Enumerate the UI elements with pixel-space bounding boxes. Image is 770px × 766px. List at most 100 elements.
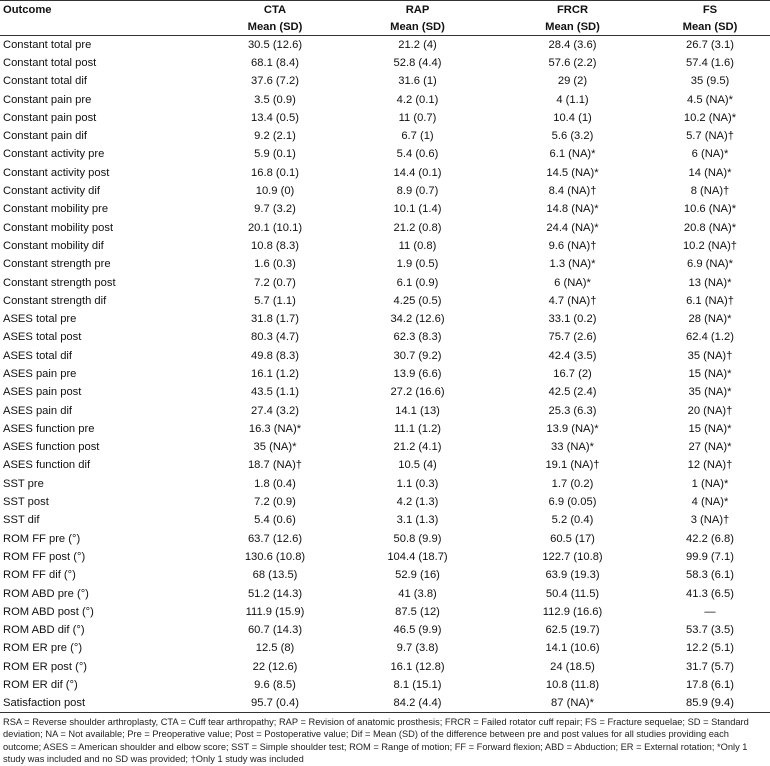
column-header: CTA xyxy=(210,0,340,18)
value-cell: 52.9 (16) xyxy=(395,569,440,582)
value-cell: 28.4 (3.6) xyxy=(548,38,597,51)
value-cell: 24 (18.5) xyxy=(550,660,595,673)
value-cell: 75.7 (2.6) xyxy=(548,331,597,344)
outcome-cell: Constant strength post xyxy=(3,276,116,289)
value-cell: 4 (NA)* xyxy=(691,496,729,509)
value-cell: 13.9 (NA)* xyxy=(546,422,599,435)
value-cell: 99.9 (7.1) xyxy=(686,550,734,563)
header-row: Outcome CTA RAP FRCR FS xyxy=(0,0,770,18)
value-cell: 8.1 (15.1) xyxy=(393,679,442,692)
value-cell: 1.7 (0.2) xyxy=(551,477,594,490)
value-cell: 11.1 (1.2) xyxy=(393,422,442,435)
value-cell: 10.8 (11.8) xyxy=(545,679,600,692)
table-header: Outcome CTA RAP FRCR FS Mean (SD) Mean (SD) Mea… xyxy=(0,0,770,36)
value-cell: 52.8 (4.4) xyxy=(393,56,442,69)
table-row: ROM ABD pre (°) 51.2 (14.3) 41 (3.8) 50.4 (… xyxy=(0,584,770,602)
table-row: Constant strength pre 1.6 (0.3) 1.9 (0.5) 1… xyxy=(0,255,770,273)
value-cell: 60.7 (14.3) xyxy=(247,624,303,637)
value-cell: 6.1 (NA)† xyxy=(686,294,734,307)
value-cell: 28 (NA)* xyxy=(688,313,732,326)
value-cell: 10.5 (4) xyxy=(398,459,437,472)
value-cell: 68 (13.5) xyxy=(252,569,298,582)
outcome-cell: Constant mobility post xyxy=(3,221,114,234)
value-cell: 10.4 (1) xyxy=(553,111,592,124)
value-cell: 8.9 (0.7) xyxy=(396,185,439,198)
value-cell: 112.9 (16.6) xyxy=(542,605,603,618)
table-row: Constant pain dif 9.2 (2.1) 6.7 (1) 5.6 (3.… xyxy=(0,127,770,145)
subheader-row: Mean (SD) Mean (SD) Mean (SD) Mean (SD) xyxy=(0,18,770,36)
value-cell: 20 (NA)† xyxy=(687,404,733,417)
value-cell: 25.3 (6.3) xyxy=(548,404,597,417)
outcome-cell: Satisfaction post xyxy=(0,694,210,713)
value-cell: 4.7 (NA)† xyxy=(548,294,597,307)
value-cell: 10.9 (0) xyxy=(255,185,295,198)
value-cell: 31.7 (5.7) xyxy=(686,660,734,673)
value-cell: 27.4 (3.2) xyxy=(251,404,299,417)
subheader: Mean (SD) xyxy=(210,18,340,36)
value-cell: 63.9 (19.3) xyxy=(545,569,600,582)
value-cell: 6.9 (NA)* xyxy=(686,258,733,271)
outcome-cell: ASES pain dif xyxy=(3,404,73,417)
value-cell: 1.6 (0.3) xyxy=(254,258,296,271)
footnote: RSA = Reverse shoulder arthroplasty, CTA… xyxy=(3,716,749,765)
outcome-cell: ROM ABD dif (°) xyxy=(3,624,85,637)
value-cell: 1.9 (0.5) xyxy=(396,258,439,271)
value-cell: 84.2 (4.4) xyxy=(340,694,495,713)
table-row: ASES pain dif 27.4 (3.2) 14.1 (13) 25.3 (6.… xyxy=(0,401,770,419)
outcome-cell: Constant strength dif xyxy=(3,294,107,307)
value-cell: 1.1 (0.3) xyxy=(396,477,439,490)
value-cell: 6.7 (1) xyxy=(401,130,434,143)
value-cell: 3.5 (0.9) xyxy=(254,93,296,106)
value-cell: 49.8 (8.3) xyxy=(251,349,299,362)
value-cell: 16.1 (1.2) xyxy=(251,367,299,380)
table-row: Constant pain post 13.4 (0.5) 11 (0.7) 10.4… xyxy=(0,109,770,127)
table-row: ROM ABD dif (°) 60.7 (14.3) 46.5 (9.9) 62.5… xyxy=(0,621,770,639)
table-row: SST pre 1.8 (0.4) 1.1 (0.3) 1.7 (0.2) 1 (NA)… xyxy=(0,475,770,493)
value-cell: 5.2 (0.4) xyxy=(551,514,594,527)
value-cell: 18.7 (NA)† xyxy=(247,459,303,472)
value-cell: 10.2 (NA)* xyxy=(683,111,737,124)
table-row: Constant total dif 37.6 (7.2) 31.6 (1) 29 (… xyxy=(0,72,770,90)
value-cell: 13.9 (6.6) xyxy=(393,367,442,380)
value-cell: 62.5 (19.7) xyxy=(545,624,600,637)
value-cell: 35 (NA)* xyxy=(253,441,297,454)
table-row: Constant mobility dif 10.8 (8.3) 11 (0.8) 9… xyxy=(0,237,770,255)
value-cell: 12.5 (8) xyxy=(255,642,295,655)
value-cell: 58.3 (6.1) xyxy=(686,569,734,582)
value-cell: 20.8 (NA)* xyxy=(683,221,737,234)
value-cell: 60.5 (17) xyxy=(550,532,595,545)
value-cell: 13 (NA)* xyxy=(688,276,732,289)
table-row: ASES total dif 49.8 (8.3) 30.7 (9.2) 42.4 (… xyxy=(0,347,770,365)
value-cell: 41.3 (6.5) xyxy=(686,587,734,600)
value-cell: 3 (NA)† xyxy=(690,514,730,527)
value-cell: 16.1 (12.8) xyxy=(390,660,445,673)
value-cell: 15 (NA)* xyxy=(688,422,732,435)
value-cell: 14.8 (NA)* xyxy=(546,203,599,216)
value-cell: 30.7 (9.2) xyxy=(393,349,442,362)
value-cell: 87 (NA)* xyxy=(495,694,650,713)
value-cell: 17.8 (6.1) xyxy=(686,679,734,692)
table-row: Constant total post 68.1 (8.4) 52.8 (4.4) 5… xyxy=(0,54,770,72)
outcome-cell: Constant activity pre xyxy=(3,148,105,161)
value-cell: 16.7 (2) xyxy=(553,367,592,380)
outcome-cell: Constant total post xyxy=(3,56,97,69)
table-row: SST post 7.2 (0.9) 4.2 (1.3) 6.9 (0.05) 4 (N… xyxy=(0,493,770,511)
outcome-cell: ROM ER dif (°) xyxy=(3,679,78,692)
value-cell: 9.6 (8.5) xyxy=(254,679,296,692)
table-row: ASES pain pre 16.1 (1.2) 13.9 (6.6) 16.7 (2… xyxy=(0,365,770,383)
value-cell: 12 (NA)† xyxy=(687,459,733,472)
value-cell: 5.4 (0.6) xyxy=(396,148,439,161)
table-row: ASES total pre 31.8 (1.7) 34.2 (12.6) 33.1 … xyxy=(0,310,770,328)
table-row: ASES function pre 16.3 (NA)* 11.1 (1.2) 13.… xyxy=(0,420,770,438)
value-cell: 104.4 (18.7) xyxy=(387,550,448,563)
table-row: Constant mobility post 20.1 (10.1) 21.2 (0… xyxy=(0,218,770,236)
column-header: FRCR xyxy=(495,0,650,18)
value-cell: 51.2 (14.3) xyxy=(247,587,303,600)
value-cell: 24.4 (NA)* xyxy=(546,221,599,234)
value-cell: 42.5 (2.4) xyxy=(548,386,597,399)
outcome-cell: ROM FF pre (°) xyxy=(3,532,81,545)
value-cell: 14.1 (13) xyxy=(395,404,440,417)
value-cell: 9.7 (3.2) xyxy=(254,203,296,216)
outcome-cell: ASES pain post xyxy=(3,386,82,399)
value-cell: 1.8 (0.4) xyxy=(254,477,296,490)
